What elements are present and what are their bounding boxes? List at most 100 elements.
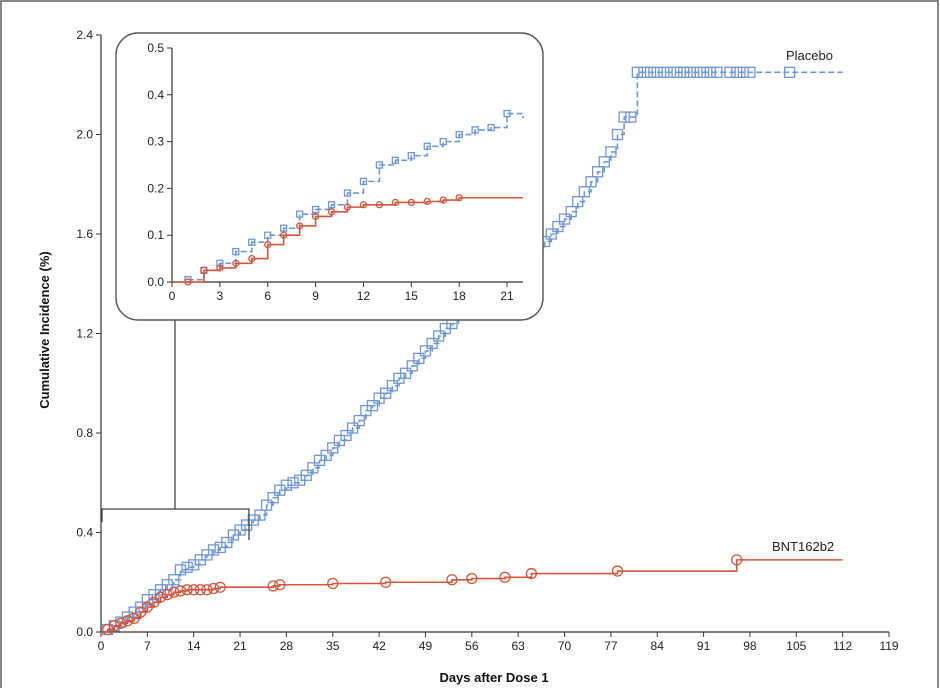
inset-point-bnt162b2 <box>280 231 288 239</box>
inset-point-bnt162b2 <box>407 198 415 207</box>
point-placebo <box>346 422 359 434</box>
x-tick-label: 0 <box>98 639 105 653</box>
point-bnt162b2 <box>380 576 392 588</box>
y-tick-label: 0.8 <box>76 426 93 440</box>
point-placebo <box>340 429 352 442</box>
point-placebo <box>267 492 279 504</box>
point-placebo <box>691 66 703 78</box>
inset-point-bnt162b2 <box>343 203 352 211</box>
point-bnt162b2 <box>214 581 226 593</box>
point-placebo <box>307 462 319 474</box>
x-tick-label: 98 <box>743 639 757 653</box>
point-bnt162b2 <box>161 589 173 601</box>
inset-series-line-bnt162b2 <box>172 196 523 283</box>
point-placebo <box>320 449 332 462</box>
point-placebo <box>671 66 683 78</box>
main-axes: 0 7 14 21 28 35 42 49 56 63 70 77 84 91 98 105 112 1190.0… <box>76 28 899 653</box>
y-tick-label: 2.0 <box>76 128 93 142</box>
y-tick-label: 1.6 <box>76 227 93 241</box>
inset-point-placebo <box>327 201 336 209</box>
inset-point-placebo <box>375 161 384 169</box>
inset-point-bnt162b2 <box>439 196 447 204</box>
y-tick-label: 2.4 <box>76 28 93 42</box>
inset-point-placebo <box>423 142 431 150</box>
inset-y-tick-label: 0.2 <box>147 181 164 195</box>
inset-point-placebo <box>295 210 304 218</box>
point-placebo <box>737 66 749 78</box>
point-bnt162b2 <box>327 577 339 590</box>
x-tick-label: 63 <box>511 639 525 653</box>
inset-point-placebo <box>455 130 463 139</box>
point-placebo <box>565 205 577 218</box>
inset-point-bnt162b2 <box>391 198 400 207</box>
point-bnt162b2 <box>201 584 213 596</box>
inset-point-placebo <box>407 151 415 160</box>
point-bnt162b2 <box>181 584 193 596</box>
x-tick-label: 42 <box>372 639 386 653</box>
inset-connector <box>101 320 250 540</box>
inset-point-bnt162b2 <box>248 254 256 263</box>
point-placebo <box>611 128 624 141</box>
point-bnt162b2 <box>499 571 511 583</box>
inset-point-bnt162b2 <box>184 278 192 286</box>
inset-x-tick-label: 3 <box>217 289 224 303</box>
inset-x-tick-label: 15 <box>405 289 419 303</box>
inset-point-bnt162b2 <box>232 259 240 267</box>
point-placebo <box>181 561 193 573</box>
x-tick-label: 84 <box>651 639 665 653</box>
inset-x-tick-label: 21 <box>500 289 514 303</box>
point-bnt162b2 <box>207 582 220 595</box>
point-placebo <box>678 66 690 78</box>
point-placebo <box>784 66 796 78</box>
inset-y-tick-label: 0.0 <box>147 275 164 289</box>
point-placebo <box>651 66 663 78</box>
inset-y-tick-label: 0.5 <box>147 41 164 55</box>
point-bnt162b2 <box>525 567 538 580</box>
x-tick-label: 35 <box>326 639 340 653</box>
inset-point-placebo <box>359 177 368 186</box>
point-placebo <box>591 166 604 178</box>
point-bnt162b2 <box>121 615 134 627</box>
point-bnt162b2 <box>267 580 279 592</box>
series-line-bnt162b2 <box>101 559 843 633</box>
series-label-placebo: Placebo <box>786 48 833 63</box>
point-placebo <box>625 111 637 123</box>
inset-x-tick-label: 12 <box>357 289 371 303</box>
inset-point-bnt162b2 <box>375 201 384 209</box>
inset-point-placebo <box>487 123 495 132</box>
point-bnt162b2 <box>731 554 743 566</box>
x-tick-label: 28 <box>280 639 294 653</box>
point-bnt162b2 <box>108 620 120 632</box>
point-placebo <box>558 213 571 225</box>
x-tick-label: 49 <box>419 639 433 653</box>
point-placebo <box>399 367 412 379</box>
x-tick-label: 91 <box>697 639 711 653</box>
inset-point-bnt162b2 <box>264 240 272 249</box>
point-bnt162b2 <box>466 572 478 585</box>
point-placebo <box>406 360 418 372</box>
x-tick-label: 56 <box>465 639 479 653</box>
x-tick-label: 105 <box>786 639 806 653</box>
inset-y-tick-label: 0.4 <box>147 88 164 102</box>
point-placebo <box>207 544 220 556</box>
point-bnt162b2 <box>168 586 180 598</box>
inset-point-placebo <box>248 238 256 246</box>
y-axis-label: Cumulative Incidence (%) <box>37 251 52 408</box>
series-line-placebo <box>101 71 843 633</box>
point-placebo <box>605 146 617 158</box>
inset-point-placebo <box>471 126 479 134</box>
inset-point-bnt162b2 <box>216 264 224 272</box>
point-bnt162b2 <box>274 579 286 591</box>
point-placebo <box>168 574 180 586</box>
point-placebo <box>744 66 756 78</box>
point-bnt162b2 <box>174 585 187 597</box>
point-bnt162b2 <box>188 584 200 596</box>
point-placebo <box>658 66 670 78</box>
inset-point-placebo <box>216 259 224 267</box>
point-placebo <box>300 469 312 481</box>
point-placebo <box>697 66 710 78</box>
inset-y-tick-label: 0.1 <box>147 228 164 242</box>
point-placebo <box>644 66 657 78</box>
inset-x-tick-label: 0 <box>169 289 176 303</box>
point-bnt162b2 <box>446 574 458 586</box>
